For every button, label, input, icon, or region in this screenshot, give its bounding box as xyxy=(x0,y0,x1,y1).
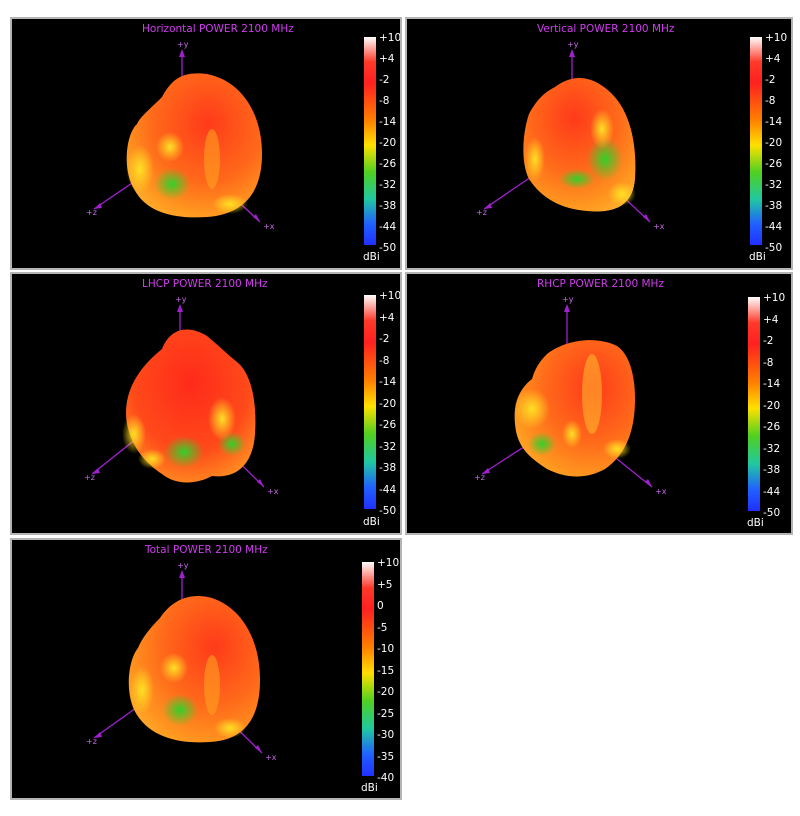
colorbar-tick: -32 xyxy=(379,441,397,453)
colorbar-tick: +4 xyxy=(379,312,395,324)
radiation-pattern-3d xyxy=(93,49,262,223)
colorbar-tick: -32 xyxy=(763,443,781,455)
axis-label-x: +x xyxy=(655,487,667,496)
colorbar xyxy=(748,297,760,511)
axis-label-z: +z xyxy=(476,208,487,217)
panel-title: RHCP POWER 2100 MHz xyxy=(537,278,664,290)
colorbar-tick: -14 xyxy=(379,376,397,388)
panel-title: LHCP POWER 2100 MHz xyxy=(142,278,268,290)
colorbar xyxy=(364,37,376,245)
colorbar-tick: -2 xyxy=(379,74,390,86)
colorbar-tick: -35 xyxy=(377,751,395,763)
pattern-panel-horizontal: Horizontal POWER 2100 MHz +y +z +x +10 +… xyxy=(10,17,402,270)
axis-label-z: +z xyxy=(84,473,95,482)
radiation-pattern-3d xyxy=(483,49,651,223)
colorbar-tick: -44 xyxy=(763,486,781,498)
colorbar-tick: +5 xyxy=(377,579,393,591)
axis-label-z: +z xyxy=(474,473,485,482)
colorbar-tick: -8 xyxy=(763,357,774,369)
axis-label-y: +y xyxy=(177,40,189,49)
colorbar-tick: -30 xyxy=(377,729,395,741)
panel-title: Horizontal POWER 2100 MHz xyxy=(142,23,294,35)
axis-label-x: +x xyxy=(653,222,665,231)
colorbar-tick: -14 xyxy=(379,116,397,128)
axis-label-x: +x xyxy=(265,753,277,762)
colorbar-tick: -38 xyxy=(379,462,397,474)
colorbar-tick: -26 xyxy=(379,158,397,170)
colorbar-tick: -44 xyxy=(379,221,397,233)
colorbar-tick: -26 xyxy=(765,158,783,170)
colorbar-tick: -20 xyxy=(765,137,783,149)
colorbar-tick: +4 xyxy=(765,53,781,65)
colorbar-tick: -20 xyxy=(379,398,397,410)
colorbar-tick: -5 xyxy=(377,622,388,634)
colorbar-tick: -26 xyxy=(763,421,781,433)
axis-label-z: +z xyxy=(86,208,97,217)
colorbar-tick: -44 xyxy=(765,221,783,233)
colorbar-tick: -20 xyxy=(377,686,395,698)
colorbar-tick: +10 xyxy=(379,32,402,44)
radiation-pattern-3d xyxy=(481,304,653,488)
colorbar-tick: -50 xyxy=(379,242,397,254)
colorbar-tick: -10 xyxy=(377,643,395,655)
pattern-panel-lhcp: LHCP POWER 2100 MHz +y +z +x +10 +4 -2 -… xyxy=(10,272,402,535)
colorbar-tick: +10 xyxy=(379,290,402,302)
colorbar-unit: dBi xyxy=(747,517,764,529)
colorbar-unit: dBi xyxy=(363,516,380,528)
colorbar-tick: -50 xyxy=(763,507,781,519)
colorbar-tick: -14 xyxy=(765,116,783,128)
colorbar-tick: +4 xyxy=(379,53,395,65)
colorbar-tick: -15 xyxy=(377,665,395,677)
colorbar-tick: -20 xyxy=(763,400,781,412)
axis-label-y: +y xyxy=(177,561,189,570)
colorbar-tick: -8 xyxy=(765,95,776,107)
radiation-pattern-3d xyxy=(91,304,265,488)
axis-label-x: +x xyxy=(267,487,279,496)
pattern-panel-total: Total POWER 2100 MHz +y +z +x +10 +5 0 -… xyxy=(10,538,402,800)
panel-title: Vertical POWER 2100 MHz xyxy=(537,23,675,35)
colorbar-unit: dBi xyxy=(363,251,380,263)
colorbar-tick: +4 xyxy=(763,314,779,326)
colorbar xyxy=(364,295,376,509)
colorbar-tick: +10 xyxy=(763,292,786,304)
axis-label-z: +z xyxy=(86,737,97,746)
axis-label-y: +y xyxy=(562,295,574,304)
colorbar-tick: -20 xyxy=(379,137,397,149)
colorbar-tick: -32 xyxy=(379,179,397,191)
colorbar-tick: -25 xyxy=(377,708,395,720)
axis-label-y: +y xyxy=(175,295,187,304)
colorbar-tick: -44 xyxy=(379,484,397,496)
colorbar-tick: -14 xyxy=(763,378,781,390)
axis-label-y: +y xyxy=(567,40,579,49)
colorbar-tick: 0 xyxy=(377,600,384,612)
pattern-panel-rhcp: RHCP POWER 2100 MHz +y +z +x +10 +4 -2 -… xyxy=(405,272,793,535)
colorbar xyxy=(362,562,374,776)
colorbar-unit: dBi xyxy=(361,782,378,794)
colorbar-tick: -2 xyxy=(379,333,390,345)
pattern-panel-vertical: Vertical POWER 2100 MHz +y +z +x +10 +4 … xyxy=(405,17,793,270)
colorbar-unit: dBi xyxy=(749,251,766,263)
colorbar-tick: -38 xyxy=(379,200,397,212)
radiation-pattern-3d xyxy=(93,570,263,754)
panel-title: Total POWER 2100 MHz xyxy=(145,544,268,556)
colorbar-tick: -8 xyxy=(379,95,390,107)
colorbar-tick: -8 xyxy=(379,355,390,367)
colorbar-tick: -26 xyxy=(379,419,397,431)
colorbar xyxy=(750,37,762,245)
colorbar-tick: -32 xyxy=(765,179,783,191)
colorbar-tick: -38 xyxy=(763,464,781,476)
colorbar-tick: +10 xyxy=(765,32,788,44)
colorbar-tick: +10 xyxy=(377,557,400,569)
colorbar-tick: -38 xyxy=(765,200,783,212)
colorbar-tick: -2 xyxy=(765,74,776,86)
colorbar-tick: -50 xyxy=(765,242,783,254)
colorbar-tick: -40 xyxy=(377,772,395,784)
colorbar-tick: -50 xyxy=(379,505,397,517)
axis-label-x: +x xyxy=(263,222,275,231)
colorbar-tick: -2 xyxy=(763,335,774,347)
